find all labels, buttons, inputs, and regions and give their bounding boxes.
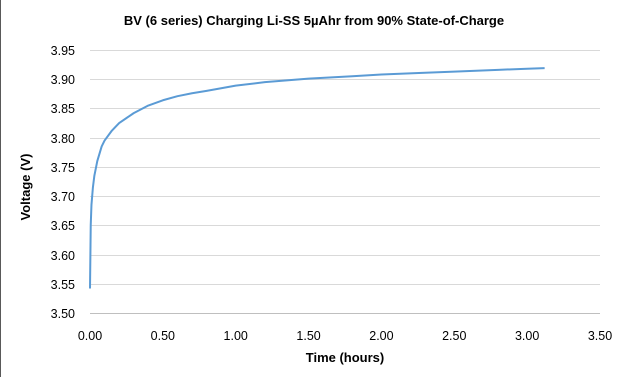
x-tick-label: 0.00 [78, 329, 102, 343]
series-line [89, 67, 545, 289]
y-tick-label: 3.90 [51, 73, 75, 87]
y-tick-label: 3.70 [51, 190, 75, 204]
y-axis-title: Voltage (V) [18, 154, 33, 221]
x-tick-label: 0.50 [151, 329, 175, 343]
y-tick-label: 3.80 [51, 132, 75, 146]
y-tick-label: 3.55 [51, 278, 75, 292]
x-tick-label: 2.00 [369, 329, 393, 343]
y-tick-label: 3.95 [51, 44, 75, 58]
y-axis-ticks: 3.50 3.55 3.60 3.65 3.70 3.75 3.80 3.85 3.90 3.95 [51, 44, 75, 321]
y-tick-label: 3.65 [51, 219, 75, 233]
x-tick-label: 3.50 [588, 329, 612, 343]
y-tick-label: 3.85 [51, 102, 75, 116]
y-tick-label: 3.50 [51, 307, 75, 321]
x-tick-label: 2.50 [442, 329, 466, 343]
gridlines [90, 50, 600, 314]
y-tick-label: 3.75 [51, 161, 75, 175]
series-group [89, 67, 545, 289]
x-tick-label: 1.50 [296, 329, 320, 343]
chart-title: BV (6 series) Charging Li-SS 5µAhr from … [124, 13, 504, 28]
x-axis-title: Time (hours) [306, 350, 385, 365]
x-tick-label: 1.00 [224, 329, 248, 343]
x-tick-label: 3.00 [515, 329, 539, 343]
x-axis-ticks: 0.00 0.50 1.00 1.50 2.00 2.50 3.00 3.50 [78, 329, 612, 343]
y-tick-label: 3.60 [51, 249, 75, 263]
